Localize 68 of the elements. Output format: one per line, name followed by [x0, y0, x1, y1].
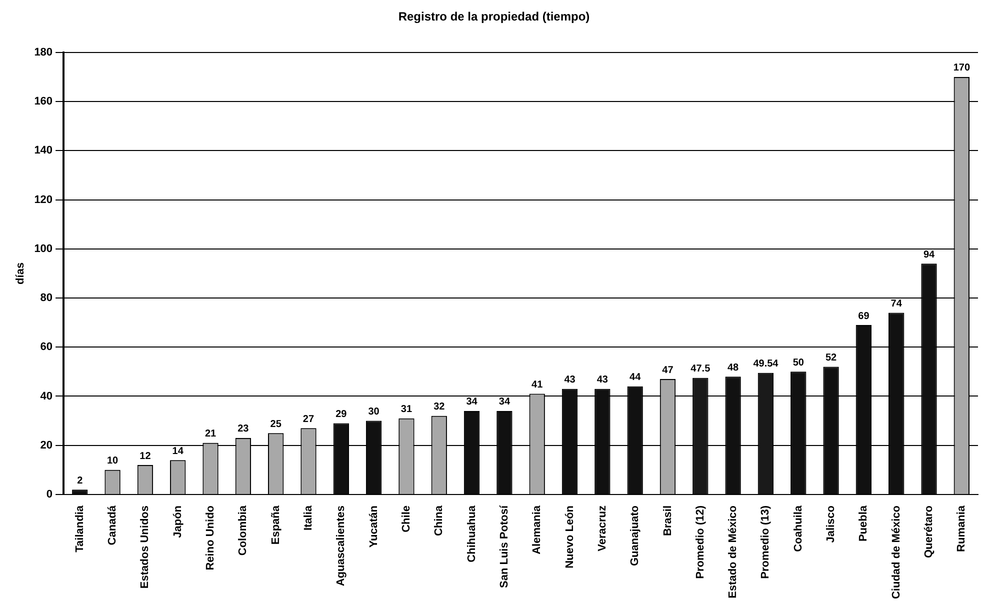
x-tick-label: Estados Unidos	[139, 505, 152, 589]
y-tick-label: 80	[40, 292, 53, 304]
data-label: 14	[172, 446, 184, 457]
data-label: 47.5	[690, 364, 711, 375]
x-tick-label: San Luis Potosí	[498, 504, 510, 588]
data-label: 50	[792, 357, 804, 368]
data-label: 32	[434, 402, 446, 413]
data-label: 25	[270, 418, 282, 430]
data-label: 52	[825, 352, 838, 364]
data-label: 23	[238, 424, 250, 435]
x-tick-label: Colombia	[237, 504, 250, 556]
data-label: 34	[498, 396, 510, 408]
x-tick-label: China	[433, 504, 446, 536]
x-tick-label: Guanajuato	[629, 505, 642, 566]
x-tick-label: Reino Unido	[204, 505, 217, 570]
x-tick-label: Rumania	[956, 504, 968, 552]
y-tick-label: 60	[40, 341, 53, 354]
x-tick-label: Promedio (12)	[694, 505, 706, 579]
y-tick-label: 0	[46, 488, 53, 501]
x-tick-label: Jalisco	[825, 505, 838, 543]
data-label: 41	[532, 380, 544, 391]
x-tick-label: Ciudad de México	[890, 505, 902, 600]
y-tick-label: 20	[40, 439, 53, 452]
x-tick-label: Brasil	[662, 505, 674, 536]
y-tick-label: 140	[34, 144, 53, 157]
x-tick-label: Alemania	[531, 504, 544, 554]
x-tick-label: Querétaro	[923, 505, 936, 558]
data-label: 74	[890, 298, 902, 310]
data-label: 44	[630, 372, 642, 384]
y-tick-label: 40	[40, 390, 53, 402]
chart-title: Registro de la propiedad (tiempo)	[398, 10, 590, 24]
data-label: 10	[106, 456, 119, 467]
data-label: 2	[77, 475, 84, 486]
x-tick-label: Yucatán	[368, 505, 380, 548]
x-tick-label: España	[270, 504, 282, 545]
x-tick-label: Puebla	[858, 504, 870, 542]
x-tick-label: Aguascalientes	[335, 505, 348, 586]
data-label: 69	[858, 310, 870, 322]
x-tick-label: Japón	[172, 505, 184, 538]
data-label: 47	[662, 364, 674, 376]
x-tick-label: Estado de México	[727, 505, 740, 598]
x-tick-label: Canadá	[106, 504, 119, 546]
y-tick-label: 120	[34, 194, 53, 206]
data-label: 30	[368, 406, 380, 418]
data-label: 94	[923, 249, 936, 260]
data-label: 34	[466, 396, 478, 408]
data-label: 31	[400, 404, 412, 416]
x-tick-label: Coahuila	[792, 504, 804, 552]
y-tick-label: 100	[34, 242, 53, 255]
y-axis-title: días	[14, 262, 27, 284]
data-label: 43	[596, 374, 608, 386]
x-tick-label: Chile	[400, 505, 412, 532]
y-tick-label: 180	[34, 46, 53, 58]
data-label: 21	[204, 428, 217, 440]
x-tick-label: Italia	[302, 504, 315, 531]
data-label: 29	[336, 409, 348, 420]
x-tick-label: Nuevo León	[564, 505, 576, 568]
x-tick-label: Veracruz	[596, 504, 608, 552]
data-label: 43	[564, 374, 576, 386]
x-tick-label: Promedio (13)	[760, 505, 772, 579]
x-tick-label: Chihuahua	[466, 504, 478, 562]
y-tick-label: 160	[34, 96, 53, 108]
data-label: 27	[302, 414, 314, 425]
data-label: 12	[140, 450, 152, 462]
x-tick-label: Tailandia	[74, 504, 86, 552]
data-label: 48	[727, 362, 740, 374]
data-label: 170	[953, 62, 970, 74]
data-label: 49.54	[753, 358, 779, 370]
